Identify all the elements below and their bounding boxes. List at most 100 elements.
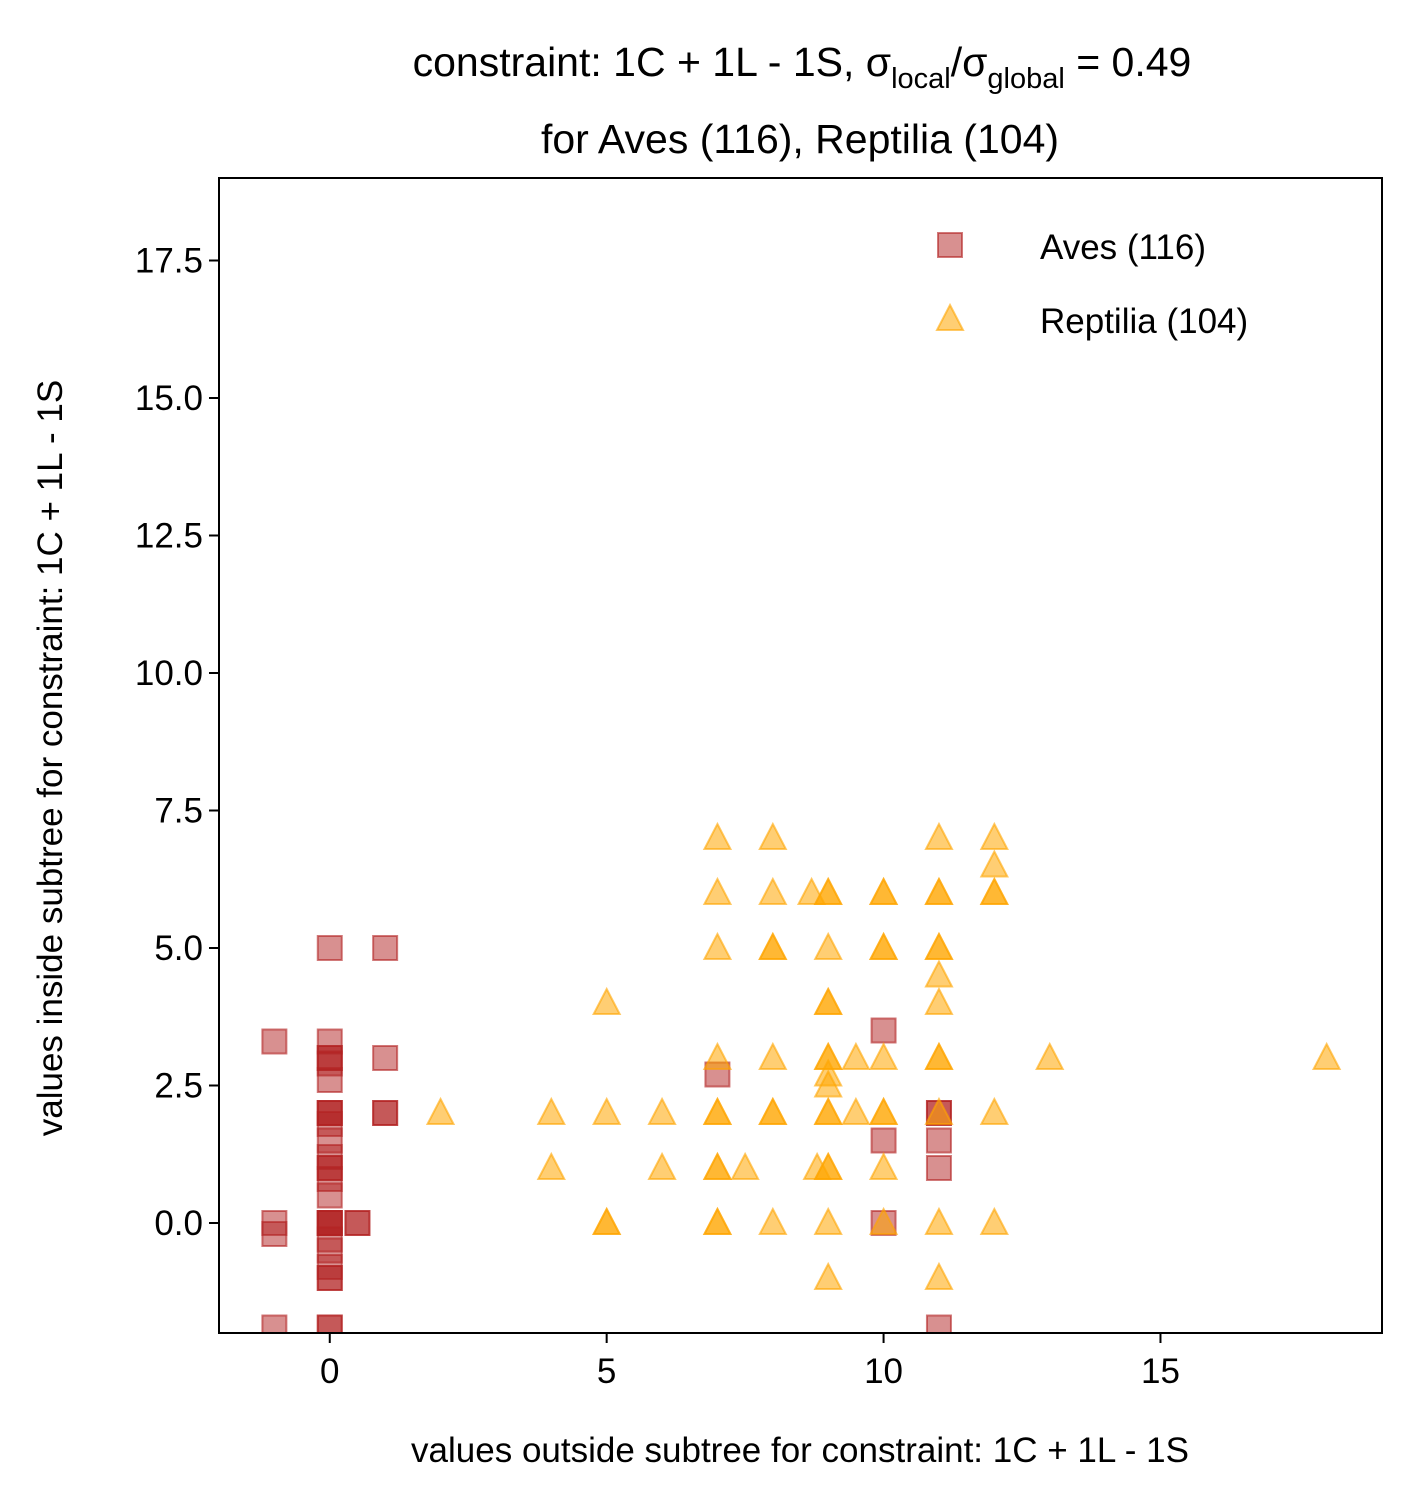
aves-point xyxy=(925,1127,952,1154)
reptilia-point xyxy=(813,1069,843,1098)
aves-point xyxy=(372,1100,399,1126)
plot-markers xyxy=(261,821,1342,1333)
aves-point xyxy=(316,935,343,961)
title-slash: /σ xyxy=(951,39,988,85)
aves-point xyxy=(372,1045,399,1071)
reptilia-point xyxy=(813,876,843,905)
reptilia-point xyxy=(592,1206,622,1235)
legend-label-aves: Aves (116) xyxy=(1040,228,1206,267)
reptilia-point xyxy=(979,849,1009,878)
reptilia-point xyxy=(758,1041,788,1070)
reptilia-point xyxy=(425,1096,456,1125)
reptilia-point xyxy=(979,1206,1009,1235)
y-tick-label: 15.0 xyxy=(135,379,203,418)
aves-point xyxy=(316,1314,343,1333)
reptilia-point xyxy=(813,931,843,960)
chart-title-line1: constraint: 1C + 1L - 1S, σlocal/σglobal… xyxy=(413,39,1192,95)
reptilia-point xyxy=(924,1041,954,1070)
reptilia-point xyxy=(702,876,733,905)
reptilia-point xyxy=(979,821,1009,850)
reptilia-point xyxy=(702,931,733,960)
reptilia-point xyxy=(868,1096,899,1125)
title-sub-local: local xyxy=(891,63,951,95)
reptilia-point xyxy=(813,1261,843,1290)
reptilia-point xyxy=(813,1206,843,1235)
legend-marker-reptilia xyxy=(935,302,965,331)
reptilia-point xyxy=(702,1096,733,1125)
aves-point xyxy=(316,1182,343,1209)
reptilia-point xyxy=(868,876,899,905)
reptilia-point xyxy=(841,1041,871,1070)
aves-point xyxy=(870,1127,897,1154)
reptilia-point xyxy=(702,821,733,850)
plot-frame xyxy=(218,177,1383,1334)
reptilia-point xyxy=(868,1151,899,1180)
reptilia-point xyxy=(841,1096,871,1125)
legend-marker-aves xyxy=(937,232,963,258)
aves-point xyxy=(316,1265,343,1291)
reptilia-point xyxy=(1311,1041,1342,1070)
reptilia-point xyxy=(813,1096,843,1125)
reptilia-point xyxy=(758,821,788,850)
reptilia-point xyxy=(868,931,899,960)
y-tick-label: 17.5 xyxy=(135,242,203,281)
reptilia-point xyxy=(1035,1041,1065,1070)
reptilia-point xyxy=(647,1151,677,1180)
reptilia-point xyxy=(924,1261,954,1290)
aves-point xyxy=(261,1028,288,1055)
reptilia-point xyxy=(536,1096,566,1125)
reptilia-point xyxy=(868,1041,899,1070)
reptilia-point xyxy=(924,821,954,850)
reptilia-point xyxy=(979,1096,1009,1125)
reptilia-point xyxy=(924,986,954,1015)
reptilia-point xyxy=(813,1151,843,1180)
reptilia-point xyxy=(702,1206,733,1235)
aves-point xyxy=(344,1210,371,1236)
y-tick-label: 2.5 xyxy=(154,1067,203,1106)
y-tick-label: 0.0 xyxy=(154,1204,203,1243)
title-suffix: = 0.49 xyxy=(1065,39,1192,85)
y-tick-label: 7.5 xyxy=(154,792,203,831)
aves-point xyxy=(261,1314,288,1333)
reptilia-point xyxy=(924,1206,954,1235)
reptilia-point xyxy=(758,1206,788,1235)
aves-point xyxy=(316,1067,343,1093)
aves-point xyxy=(261,1221,288,1247)
reptilia-point xyxy=(813,986,843,1015)
reptilia-point xyxy=(924,931,954,960)
legend: Aves (116) Reptilia (104) xyxy=(935,228,1248,341)
reptilia-point xyxy=(702,1041,733,1070)
aves-point xyxy=(870,1017,897,1044)
chart-title-line2: for Aves (116), Reptilia (104) xyxy=(541,116,1059,162)
reptilia-point xyxy=(924,959,954,988)
y-tick-label: 5.0 xyxy=(154,929,203,968)
reptilia-point xyxy=(758,1096,788,1125)
reptilia-point xyxy=(868,1206,899,1235)
aves-point xyxy=(372,935,399,961)
reptilia-point xyxy=(647,1096,677,1125)
reptilia-point xyxy=(924,1096,954,1125)
title-prefix: constraint: 1C + 1L - 1S, σ xyxy=(413,39,891,85)
reptilia-point xyxy=(730,1151,760,1180)
legend-label-reptilia: Reptilia (104) xyxy=(1040,302,1248,341)
reptilia-point xyxy=(536,1151,566,1180)
y-axis-label: values inside subtree for constraint: 1C… xyxy=(31,380,70,1136)
reptilia-point xyxy=(758,931,788,960)
reptilia-point xyxy=(924,876,954,905)
reptilia-point xyxy=(758,876,788,905)
reptilia-point xyxy=(979,876,1009,905)
reptilia-point xyxy=(702,1151,733,1180)
reptilia-point xyxy=(592,1096,622,1125)
x-axis-label: values outside subtree for constraint: 1… xyxy=(411,1431,1189,1470)
aves-point xyxy=(925,1155,952,1181)
x-tick-label: 15 xyxy=(1141,1352,1180,1391)
title-sub-global: global xyxy=(987,63,1064,95)
y-tick-label: 12.5 xyxy=(135,517,203,556)
x-tick-label: 10 xyxy=(864,1352,903,1391)
x-tick-label: 0 xyxy=(320,1352,339,1391)
x-tick-label: 5 xyxy=(597,1352,616,1391)
y-tick-label: 10.0 xyxy=(135,654,203,693)
reptilia-point xyxy=(592,986,622,1015)
aves-point xyxy=(925,1314,952,1333)
